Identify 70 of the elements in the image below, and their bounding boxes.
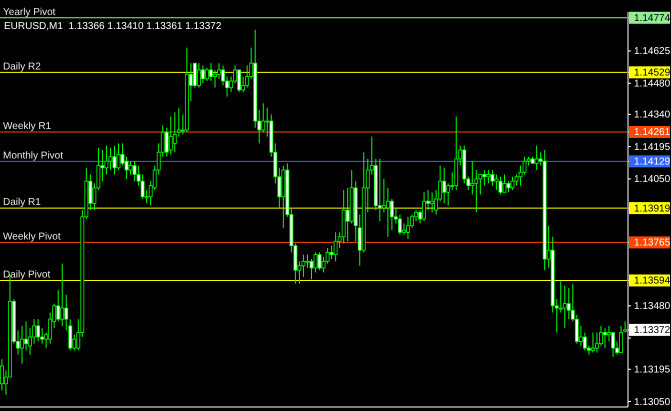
candlestick <box>68 318 72 351</box>
candlestick <box>603 328 607 349</box>
candlestick <box>558 280 563 314</box>
candlestick <box>482 170 486 186</box>
candlestick <box>502 174 506 193</box>
candlestick <box>591 332 595 354</box>
y-tick-label: 1.14340 <box>634 110 671 121</box>
candlestick <box>430 192 434 213</box>
candlestick <box>402 222 406 236</box>
candlestick <box>406 216 410 240</box>
y-tick-label: 1.13594 <box>634 276 671 287</box>
y-tick-label: 1.13050 <box>634 396 671 408</box>
candlestick <box>378 158 382 222</box>
candlestick <box>498 176 502 196</box>
candlestick <box>108 147 112 171</box>
candlestick <box>318 252 322 271</box>
candlestick <box>261 102 266 133</box>
candlestick <box>494 174 498 191</box>
candlestick <box>306 254 310 268</box>
y-tick-label: 1.13480 <box>634 301 671 312</box>
y-tick-label: 1.14774 <box>634 12 671 24</box>
candlestick <box>168 116 173 155</box>
candlestick <box>64 294 68 331</box>
candlestick <box>490 170 494 186</box>
candlestick <box>237 69 242 93</box>
candlestick <box>172 112 177 153</box>
ref-line-label: Yearly Pivot <box>3 6 56 18</box>
candlestick <box>330 245 334 260</box>
candlestick <box>112 145 116 175</box>
candlestick <box>201 64 205 84</box>
candlestick <box>60 263 64 326</box>
y-tick-label: 1.14261 <box>634 127 671 138</box>
y-tick-label: 1.13765 <box>634 238 671 249</box>
candlestick <box>205 67 209 82</box>
y-tick-label: 1.14050 <box>634 174 671 186</box>
annotation: EURUSD,M1 1.13366 1.13410 1.13361 1.13372 <box>4 21 222 32</box>
ref-line-label: Daily R1 <box>3 197 42 208</box>
candlestick <box>486 170 490 184</box>
candlestick <box>510 176 514 191</box>
candlestick <box>164 127 169 158</box>
candlestick <box>534 145 539 171</box>
candlestick <box>619 325 623 354</box>
candlestick <box>116 142 120 171</box>
y-tick-label: 1.14195 <box>634 142 671 153</box>
candlestick <box>36 318 40 342</box>
y-tick-label: 1.14625 <box>634 46 671 58</box>
ref-line-label: Daily R2 <box>3 61 42 72</box>
candlestick <box>197 62 201 88</box>
candlestick <box>422 192 426 222</box>
candlestick <box>20 325 24 364</box>
y-tick-label: 1.14480 <box>634 78 671 90</box>
y-tick-label: 1.13195 <box>634 364 671 376</box>
candlestick <box>128 160 132 175</box>
candlestick <box>382 178 386 213</box>
candlestick <box>470 160 474 196</box>
candlestick <box>562 285 567 329</box>
y-tick-label: 1.13919 <box>634 203 671 214</box>
candlestick <box>346 187 350 242</box>
candlestick <box>506 180 510 193</box>
ref-line-label: Weekly Pivot <box>3 231 61 242</box>
candlestick <box>334 232 338 262</box>
y-tick-label: 1.13372 <box>634 325 671 336</box>
candlestick <box>24 320 28 351</box>
ref-line-label: Monthly Pivot <box>3 150 64 162</box>
y-tick-label: 1.14129 <box>634 156 671 168</box>
y-tick-label: 1.14529 <box>634 68 671 79</box>
ref-line-label: Daily Pivot <box>3 269 50 280</box>
ref-line-label: Weekly R1 <box>3 120 52 132</box>
candlestick <box>0 358 4 391</box>
candlestick <box>132 160 136 182</box>
